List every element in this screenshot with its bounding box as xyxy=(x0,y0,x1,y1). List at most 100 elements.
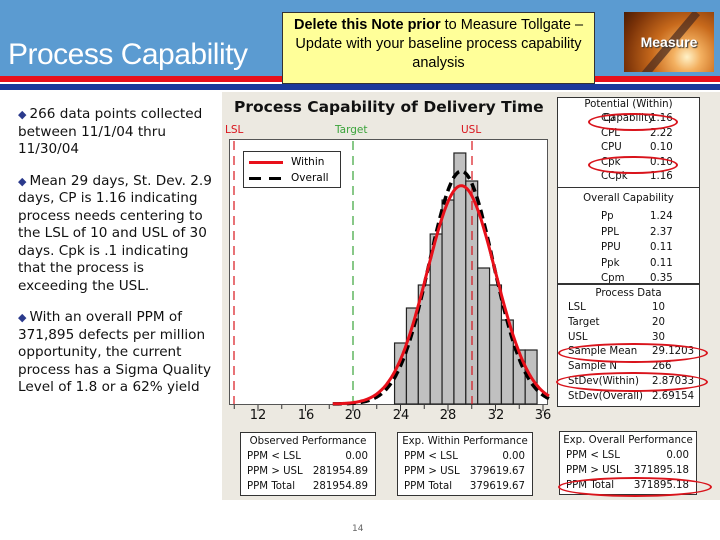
within-swatch-icon xyxy=(249,160,283,164)
observed-performance-box: Observed Performance PPM < LSL 0.00 PPM > … xyxy=(240,432,376,496)
x-tick-label: 16 xyxy=(297,408,315,423)
stat-key: PPU xyxy=(601,242,621,253)
stat-value: 281954.89 xyxy=(312,481,368,492)
stat-value: 379619.67 xyxy=(469,481,525,492)
stat-value: 30 xyxy=(652,331,665,343)
stat-key: PPM Total xyxy=(404,481,453,492)
overall-curve xyxy=(332,169,550,406)
stat-row: CCpk 1.16 xyxy=(558,170,699,185)
x-axis-ticks xyxy=(233,405,544,411)
stat-value: 2.69154 xyxy=(652,390,695,402)
chart-title: Process Capability of Delivery Time xyxy=(234,98,544,116)
highlight-cpk-ellipse xyxy=(588,156,678,174)
stat-value: 379619.67 xyxy=(469,466,525,477)
overall-header: Overall Capability xyxy=(583,193,674,204)
x-tick-label: 24 xyxy=(392,408,410,423)
stat-key: PPM > USL xyxy=(247,466,303,477)
stat-row: PPM < LSL 0.00 xyxy=(398,449,532,464)
stat-row: Cpm 0.35 xyxy=(558,271,699,287)
bullet-list: ◆ 266 data points collected between 11/1/… xyxy=(18,106,218,411)
measure-phase-image: Measure xyxy=(624,12,714,72)
stat-row: PPM < LSL 0.00 xyxy=(560,448,696,463)
stat-key: Target xyxy=(568,316,600,328)
stat-value: 0.11 xyxy=(650,242,673,253)
stat-key: CPL xyxy=(601,127,620,139)
stat-key: PPM Total xyxy=(247,481,296,492)
overall-swatch-icon xyxy=(249,176,283,180)
page-number: 14 xyxy=(352,524,364,534)
histogram-bar xyxy=(429,233,443,405)
histogram-bar xyxy=(477,267,491,405)
stat-key: USL xyxy=(568,331,588,343)
bullet-item: ◆ Mean 29 days, St. Dev. 2.9 days, CP is … xyxy=(18,173,218,296)
stat-value: 10 xyxy=(652,302,665,313)
x-tick-label: 20 xyxy=(344,408,362,423)
bullet-text: Mean 29 days, St. Dev. 2.9 days, CP is 1… xyxy=(18,172,212,294)
legend-overall-label: Overall xyxy=(291,172,329,184)
stat-value: 1.24 xyxy=(650,211,673,222)
highlight-cp-ellipse xyxy=(588,113,678,131)
stat-row: StDev(Overall) 2.69154 xyxy=(558,390,699,405)
bullet-text: 266 data points collected between 11/1/0… xyxy=(18,106,203,157)
stat-key: Sample N xyxy=(568,361,618,373)
overall-capability-box: Overall Capability Pp 1.24 PPL 2.37 PPU 0.11 P… xyxy=(557,187,700,284)
note-text: to Measure Tollgate – Update with your b… xyxy=(295,17,584,71)
diamond-bullet-icon: ◆ xyxy=(18,311,27,324)
process-data-header: Process Data xyxy=(595,288,662,299)
highlight-ppm-total-ellipse xyxy=(558,477,712,497)
stat-key: CPU xyxy=(601,142,622,153)
stat-row: PPM Total 281954.89 xyxy=(241,479,375,494)
stat-value: 2.22 xyxy=(650,127,673,139)
stat-key: PPL xyxy=(601,226,619,238)
stat-row: PPL 2.37 xyxy=(558,225,699,241)
x-tick-label: 12 xyxy=(249,408,267,423)
stat-value: 1.16 xyxy=(650,171,673,182)
x-tick-label: 36 xyxy=(534,408,552,423)
stat-key: Pp xyxy=(601,211,614,222)
stat-row: PPM > USL 281954.89 xyxy=(241,464,375,479)
page-title: Process Capability xyxy=(8,38,248,71)
stat-key: PPM < LSL xyxy=(404,451,458,462)
exp-overall-header: Exp. Overall Performance xyxy=(563,435,693,446)
stat-key: StDev(Overall) xyxy=(568,390,643,402)
stat-key: PPM < LSL xyxy=(247,451,301,462)
sticky-note: Delete this Note prior to Measure Tollga… xyxy=(282,12,595,84)
stat-row: Ppk 0.11 xyxy=(558,256,699,272)
header-stripe-blue xyxy=(0,84,720,90)
x-tick-label: 32 xyxy=(487,408,505,423)
stat-value: 371895.18 xyxy=(633,465,689,476)
legend-within-label: Within xyxy=(291,156,325,168)
stat-value: 0.11 xyxy=(650,257,673,269)
stat-value: 281954.89 xyxy=(312,466,368,477)
stat-value: 266 xyxy=(652,361,672,373)
histogram-bars xyxy=(393,152,538,405)
stat-key: CCpk xyxy=(601,171,628,182)
stat-value: 20 xyxy=(652,316,665,328)
lsl-label: LSL xyxy=(225,124,244,136)
x-tick-label: 28 xyxy=(439,408,457,423)
highlight-mean-ellipse xyxy=(558,343,708,363)
stat-value: 0.10 xyxy=(650,142,673,153)
observed-header: Observed Performance xyxy=(249,436,367,447)
highlight-stdev-ellipse xyxy=(556,372,708,392)
exp-within-performance-box: Exp. Within Performance PPM < LSL 0.00 PPM… xyxy=(397,432,533,496)
usl-label: USL xyxy=(461,124,482,136)
stat-row: PPM Total 379619.67 xyxy=(398,479,532,494)
stat-key: PPM > USL xyxy=(404,466,460,477)
histogram-bar xyxy=(488,284,503,405)
stat-row: Target 20 xyxy=(558,316,699,331)
stat-value: 2.37 xyxy=(650,226,673,238)
histogram-bar xyxy=(512,349,526,405)
stat-row: Pp 1.24 xyxy=(558,209,699,225)
bullet-item: ◆ 266 data points collected between 11/1/… xyxy=(18,106,218,159)
within-curve xyxy=(332,184,550,406)
bullet-item: ◆ With an overall PPM of 371,895 defects … xyxy=(18,309,218,397)
bullet-text: With an overall PPM of 371,895 defects p… xyxy=(18,309,212,395)
stat-row: USL 30 xyxy=(558,331,699,346)
stat-row: CPL 2.22 xyxy=(558,127,699,142)
stat-value: 0.35 xyxy=(650,273,673,284)
measure-badge-label: Measure xyxy=(640,34,698,50)
stat-value: 0.00 xyxy=(502,451,525,462)
histogram-bar xyxy=(441,199,455,405)
